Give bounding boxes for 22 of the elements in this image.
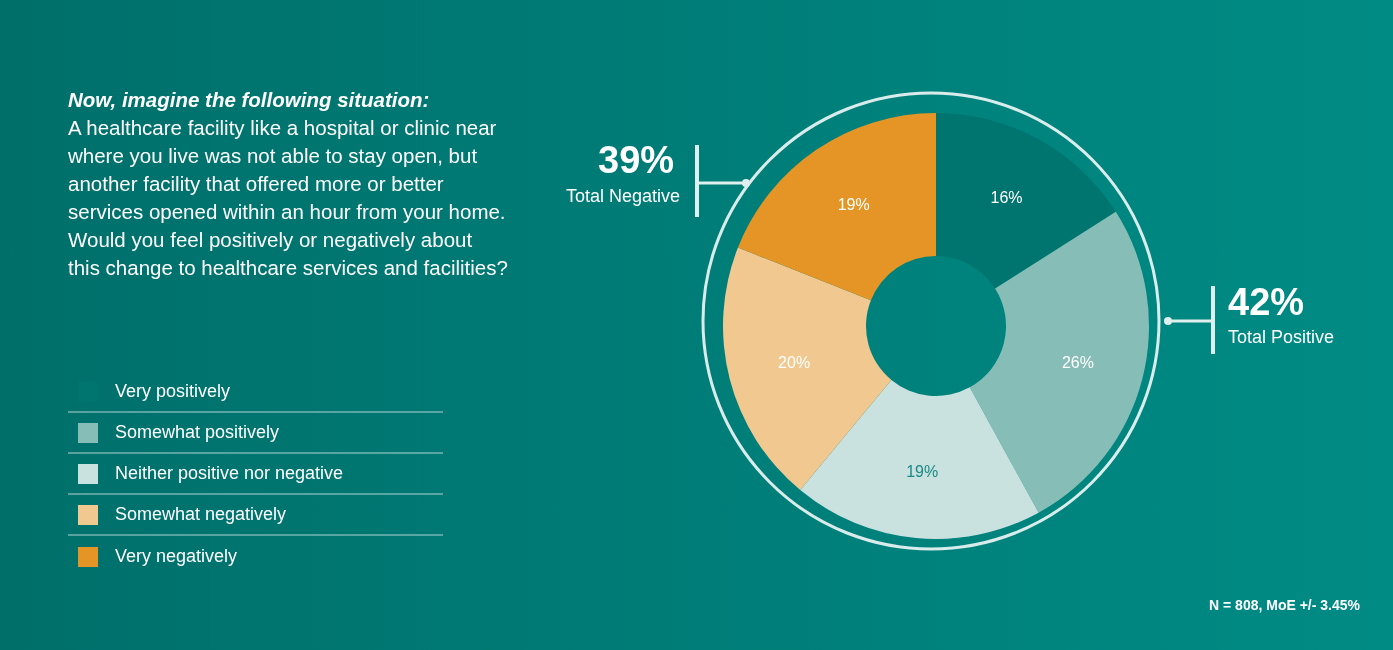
data-label: 16% <box>990 189 1023 207</box>
data-label: 26% <box>1061 353 1094 371</box>
text: Total Negative <box>564 186 680 207</box>
data-label: 20% <box>778 353 811 371</box>
text: A healthcare facility like a hospital or clinic near where you live was not able to stay open, but another facility that offered more or better services opened within an hour from your home. Would you feel positively or negatively about this change to healthcare services and facilities? <box>68 115 508 281</box>
text: 42% <box>1228 281 1306 324</box>
donut-slice <box>723 247 892 491</box>
legend-label: Very negatively <box>115 546 238 567</box>
legend-label: Neither positive nor negative <box>115 463 344 484</box>
data-label: 19% <box>906 463 939 481</box>
donut-slice <box>737 113 936 301</box>
data-label: 19% <box>837 196 870 214</box>
text: 39% <box>598 139 676 182</box>
text: N = 808, MoE +/- 3.45% <box>1208 597 1360 614</box>
donut-slice <box>936 113 1116 289</box>
donut-slice <box>969 211 1149 513</box>
text: Total Positive <box>1228 327 1336 348</box>
legend-label: Somewhat positively <box>115 422 280 443</box>
chart-title: Now, imagine the following situation: <box>68 87 431 113</box>
legend-label: Very positively <box>115 381 231 402</box>
donut-slice <box>800 379 1039 539</box>
legend-label: Somewhat negatively <box>115 504 287 525</box>
